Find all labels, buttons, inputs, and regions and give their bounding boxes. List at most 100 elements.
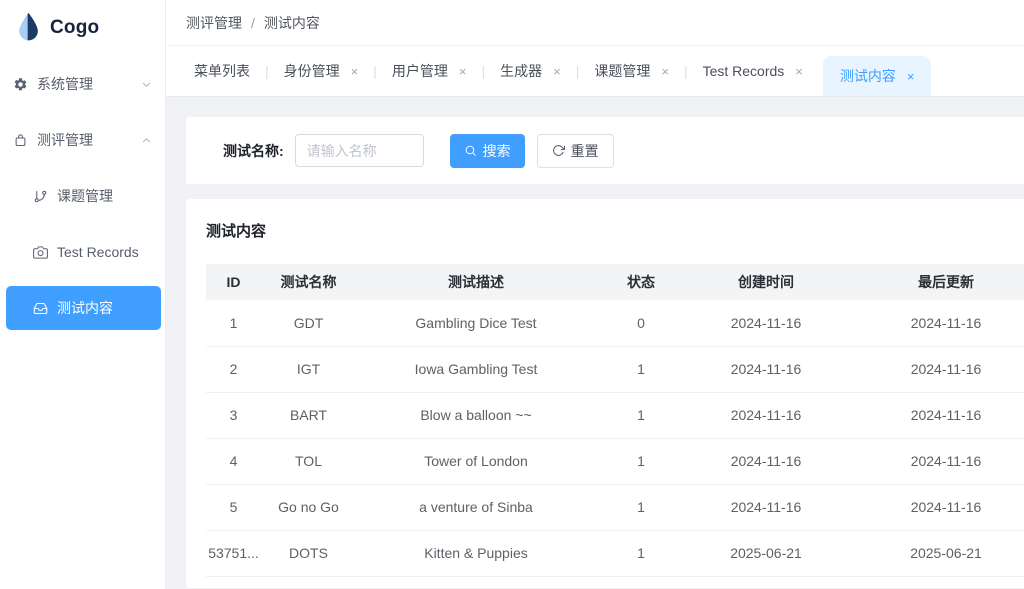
sidebar-menu: 系统管理测评管理课题管理 Test Records 测试内容	[0, 56, 165, 330]
sidebar-item-system-management[interactable]: 系统管理	[0, 56, 165, 112]
reset-button[interactable]: 重置	[536, 133, 614, 168]
table-cell: Kitten & Puppies	[356, 530, 596, 577]
tab-label: 菜单列表	[194, 63, 250, 79]
table-cell: Iowa Gambling Test	[356, 346, 596, 393]
search-panel: 测试名称: 搜索 重置	[186, 117, 1024, 184]
search-icon	[464, 144, 477, 157]
chevron-up-icon[interactable]	[141, 135, 152, 146]
breadcrumb-item[interactable]: 测评管理	[186, 14, 242, 31]
tab-project-management[interactable]: 课题管理 ×	[588, 46, 675, 96]
table-cell: 2024-11-16	[846, 346, 1024, 393]
tab-menu-list[interactable]: 菜单列表	[188, 46, 256, 96]
table-cell: TOL	[261, 438, 356, 485]
table-cell: IGT	[261, 346, 356, 393]
column-header[interactable]: 测试名称	[261, 264, 356, 300]
tests-table: ID 测试名称 测试描述 状态 创建时间 最后更新 1 GDT Gambling Dice T…	[206, 264, 1024, 577]
logo: Cogo	[0, 0, 165, 56]
search-field-label: 测试名称:	[223, 142, 284, 159]
table-cell: 2	[206, 346, 261, 393]
column-header[interactable]: 创建时间	[686, 264, 846, 300]
table-cell: 1	[596, 484, 686, 531]
table-cell: 2024-11-16	[846, 392, 1024, 439]
reset-button-label: 重置	[570, 142, 599, 159]
table-panel: 测试内容 ID 测试名称 测试描述 状态 创建时间 最后更新 1 GDT Gambling D…	[186, 199, 1024, 588]
table-cell: 2025-06-21	[846, 530, 1024, 577]
search-button[interactable]: 搜索	[449, 133, 525, 168]
table-title: 测试内容	[206, 223, 267, 240]
close-icon[interactable]: ×	[906, 68, 915, 84]
table-cell: 2024-11-16	[686, 438, 846, 485]
column-header[interactable]: 状态	[596, 264, 686, 300]
table-row[interactable]: 5 Go no Go a venture of Sinba 1 2024-11-16 20…	[206, 484, 1024, 531]
sidebar-item-label: 课题管理	[57, 188, 113, 204]
sidebar-item-assessment-management[interactable]: 测评管理	[0, 112, 165, 168]
sidebar-item-label: 系统管理	[37, 76, 93, 92]
tab-label: 身份管理	[283, 63, 340, 79]
table-row[interactable]: 2 IGT Iowa Gambling Test 1 2024-11-16 2024-11…	[206, 346, 1024, 393]
column-header[interactable]: 最后更新	[846, 264, 1024, 300]
breadcrumb-separator: /	[251, 14, 255, 31]
sidebar: Cogo 系统管理测评管理课题管理 Test Records 测试内容	[0, 0, 166, 589]
table-cell: 0	[596, 300, 686, 347]
table-cell: Go no Go	[261, 484, 356, 531]
table-cell: 5	[206, 484, 261, 531]
tab-label: 用户管理	[391, 63, 448, 79]
tabbar: 菜单列表 | 身份管理 × | 用户管理 × | 生成器 × | 课题管理 × | Test Records…	[166, 46, 1024, 97]
table-body: 1 GDT Gambling Dice Test 0 2024-11-16 2024-11…	[206, 300, 1024, 577]
table-cell: 1	[596, 438, 686, 485]
tab-identity-management[interactable]: 身份管理 ×	[278, 46, 365, 96]
inbox-icon	[33, 301, 48, 316]
tab-separator: |	[575, 63, 580, 79]
tab-user-management[interactable]: 用户管理 ×	[386, 46, 473, 96]
table-cell: 2024-11-16	[686, 392, 846, 439]
table-row[interactable]: 1 GDT Gambling Dice Test 0 2024-11-16 2024-11…	[206, 300, 1024, 347]
tab-separator: |	[265, 63, 269, 79]
tab-label: Test Records	[702, 63, 785, 79]
table-cell: DOTS	[261, 530, 356, 577]
table-cell: 2024-11-16	[846, 300, 1024, 347]
table-cell: BART	[261, 392, 356, 439]
table-row[interactable]: 4 TOL Tower of London 1 2024-11-16 2024-11-16	[206, 438, 1024, 485]
tab-label: 测试内容	[839, 68, 896, 84]
tab-test-content[interactable]: 测试内容 ×	[822, 56, 932, 96]
close-icon[interactable]: ×	[350, 63, 359, 79]
tab-test-records[interactable]: Test Records ×	[697, 46, 809, 96]
table-cell: 1	[596, 530, 686, 577]
table-row[interactable]: 3 BART Blow a balloon ~~ 1 2024-11-16 2024-11…	[206, 392, 1024, 439]
sidebar-item-label: Test Records	[57, 244, 139, 260]
table-cell: 1	[596, 392, 686, 439]
table-header-row: ID 测试名称 测试描述 状态 创建时间 最后更新	[206, 264, 1024, 300]
sidebar-item-label: 测评管理	[37, 132, 93, 148]
column-header[interactable]: ID	[206, 264, 261, 300]
sidebar-item-test-content[interactable]: 测试内容	[6, 286, 161, 330]
breadcrumb: 测评管理 / 测试内容	[166, 0, 1024, 46]
close-icon[interactable]: ×	[661, 63, 669, 79]
table-row[interactable]: 53751... DOTS Kitten & Puppies 1 2025-06-21 2…	[206, 530, 1024, 577]
table-cell: a venture of Sinba	[356, 484, 596, 531]
tab-generator[interactable]: 生成器 ×	[494, 46, 567, 96]
tab-separator: |	[481, 63, 486, 79]
close-icon[interactable]: ×	[553, 63, 561, 79]
test-name-input[interactable]	[294, 134, 424, 167]
table-cell: 1	[206, 300, 261, 347]
breadcrumb-item[interactable]: 测试内容	[263, 14, 320, 31]
main-area: 测评管理 / 测试内容 菜单列表 | 身份管理 × | 用户管理 × | 生成器 × | 课题管理 × | Te…	[166, 0, 1024, 589]
chevron-down-icon[interactable]	[141, 79, 152, 90]
close-icon[interactable]: ×	[795, 63, 803, 79]
table-cell: 1	[596, 346, 686, 393]
table-cell: 53751...	[206, 530, 261, 577]
table-cell: Blow a balloon ~~	[356, 392, 596, 439]
camera-icon	[33, 245, 48, 260]
table-cell: 2024-11-16	[846, 484, 1024, 531]
sidebar-item-test-records[interactable]: Test Records	[0, 224, 165, 280]
table-cell: 2025-06-21	[686, 530, 846, 577]
column-header[interactable]: 测试描述	[356, 264, 596, 300]
tab-label: 生成器	[500, 63, 543, 79]
table-cell: Gambling Dice Test	[356, 300, 596, 347]
sidebar-item-project-management[interactable]: 课题管理	[0, 168, 165, 224]
table-cell: 2024-11-16	[846, 438, 1024, 485]
gear-icon	[13, 77, 28, 92]
close-icon[interactable]: ×	[458, 63, 467, 79]
droplet-logo-icon	[16, 12, 41, 44]
bag-icon	[13, 133, 28, 148]
